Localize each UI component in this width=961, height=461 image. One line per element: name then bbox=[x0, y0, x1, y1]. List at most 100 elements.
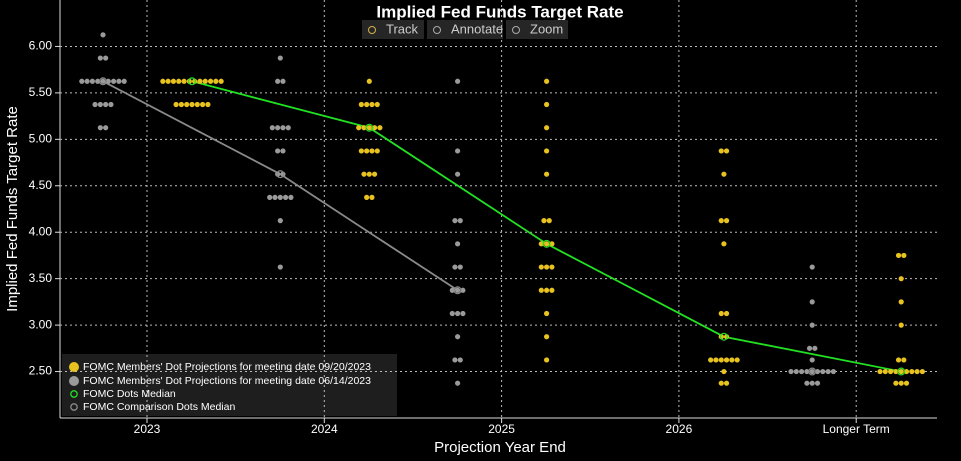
dot bbox=[267, 194, 273, 200]
dot bbox=[103, 55, 109, 61]
legend-swatch bbox=[69, 362, 79, 372]
median-marker bbox=[808, 367, 817, 376]
toolbar: Track Annotate Zoom bbox=[362, 20, 568, 39]
dot bbox=[205, 101, 211, 108]
dot bbox=[184, 101, 190, 108]
dot bbox=[170, 78, 177, 84]
dot bbox=[723, 357, 730, 363]
y-tick-label: 5.50 bbox=[29, 85, 53, 99]
toolbar-button[interactable] bbox=[427, 20, 503, 39]
y-tick-label: 4.50 bbox=[29, 178, 53, 192]
toolbar-icon[interactable] bbox=[368, 26, 376, 34]
dot bbox=[903, 380, 910, 386]
dot bbox=[108, 101, 114, 108]
dot bbox=[882, 368, 888, 375]
dot bbox=[718, 310, 724, 317]
dot bbox=[895, 357, 902, 363]
dot bbox=[809, 380, 815, 386]
dot bbox=[374, 101, 380, 108]
toolbar-icon[interactable] bbox=[433, 26, 441, 34]
dot bbox=[92, 101, 98, 108]
dot bbox=[89, 78, 95, 84]
y-tick-label: 3.00 bbox=[29, 317, 53, 331]
dot bbox=[919, 368, 926, 375]
dot bbox=[544, 125, 550, 131]
dot bbox=[809, 357, 815, 363]
dot bbox=[79, 78, 85, 84]
dot bbox=[288, 194, 294, 200]
dot bbox=[178, 101, 184, 108]
dot bbox=[84, 78, 90, 84]
dot bbox=[277, 55, 283, 61]
dot bbox=[361, 125, 367, 131]
y-tick-label: 4.00 bbox=[29, 224, 53, 238]
dot bbox=[452, 218, 458, 224]
median-marker bbox=[188, 77, 197, 86]
dot bbox=[901, 357, 907, 363]
median-marker bbox=[276, 170, 285, 179]
dot bbox=[825, 368, 831, 375]
dot bbox=[103, 101, 109, 108]
dot bbox=[718, 218, 724, 224]
dot bbox=[544, 101, 550, 108]
dot bbox=[723, 380, 730, 386]
dot bbox=[364, 148, 370, 154]
dot bbox=[718, 334, 724, 340]
dot bbox=[723, 148, 730, 154]
dot bbox=[192, 78, 198, 84]
dot bbox=[455, 78, 461, 84]
dot bbox=[898, 380, 904, 386]
dot bbox=[538, 287, 544, 293]
dot bbox=[377, 125, 383, 131]
dot bbox=[366, 125, 372, 131]
median-marker bbox=[542, 239, 551, 248]
dot bbox=[895, 252, 902, 259]
dot bbox=[457, 357, 463, 363]
dot bbox=[901, 252, 907, 259]
legend-label: FOMC Comparison Dots Median bbox=[83, 401, 235, 413]
y-tick-label: 3.50 bbox=[29, 271, 53, 285]
dot bbox=[358, 101, 364, 108]
dot bbox=[197, 78, 203, 84]
dot bbox=[105, 78, 111, 84]
toolbar-label[interactable]: Zoom bbox=[530, 21, 563, 36]
dot bbox=[549, 287, 555, 293]
toolbar-icon[interactable] bbox=[512, 26, 520, 34]
legend-box bbox=[62, 354, 397, 416]
toolbar-button[interactable] bbox=[506, 20, 568, 39]
dot bbox=[544, 264, 550, 270]
dot bbox=[173, 101, 179, 108]
y-tick-label: 5.00 bbox=[29, 132, 53, 146]
dot bbox=[898, 368, 904, 375]
dot bbox=[903, 368, 910, 375]
dot bbox=[277, 218, 283, 224]
dot bbox=[544, 357, 550, 363]
legend-label: FOMC Members' Dot Projections for meetin… bbox=[83, 375, 371, 387]
dot bbox=[729, 357, 735, 363]
dot bbox=[812, 345, 818, 351]
toolbar-label[interactable]: Track bbox=[386, 21, 419, 36]
dot bbox=[449, 310, 455, 317]
dot bbox=[280, 148, 286, 154]
x-axis-label: Projection Year End bbox=[434, 439, 566, 456]
legend-swatch bbox=[70, 403, 78, 411]
dot bbox=[544, 287, 550, 293]
dot bbox=[713, 357, 719, 363]
dot bbox=[275, 78, 281, 84]
dot bbox=[809, 322, 815, 328]
dot bbox=[455, 334, 461, 340]
dot bbox=[544, 171, 550, 177]
dot bbox=[809, 264, 815, 270]
dot bbox=[460, 287, 466, 293]
dot bbox=[366, 171, 372, 177]
dot bbox=[809, 368, 815, 375]
dot bbox=[165, 78, 171, 84]
dot bbox=[549, 241, 555, 247]
toolbar-button[interactable] bbox=[362, 20, 424, 39]
dot bbox=[804, 368, 810, 375]
dot bbox=[369, 194, 375, 200]
toolbar-label[interactable]: Annotate bbox=[451, 21, 503, 36]
chart-title: Implied Fed Funds Target Rate bbox=[376, 2, 623, 21]
dot bbox=[272, 194, 278, 200]
